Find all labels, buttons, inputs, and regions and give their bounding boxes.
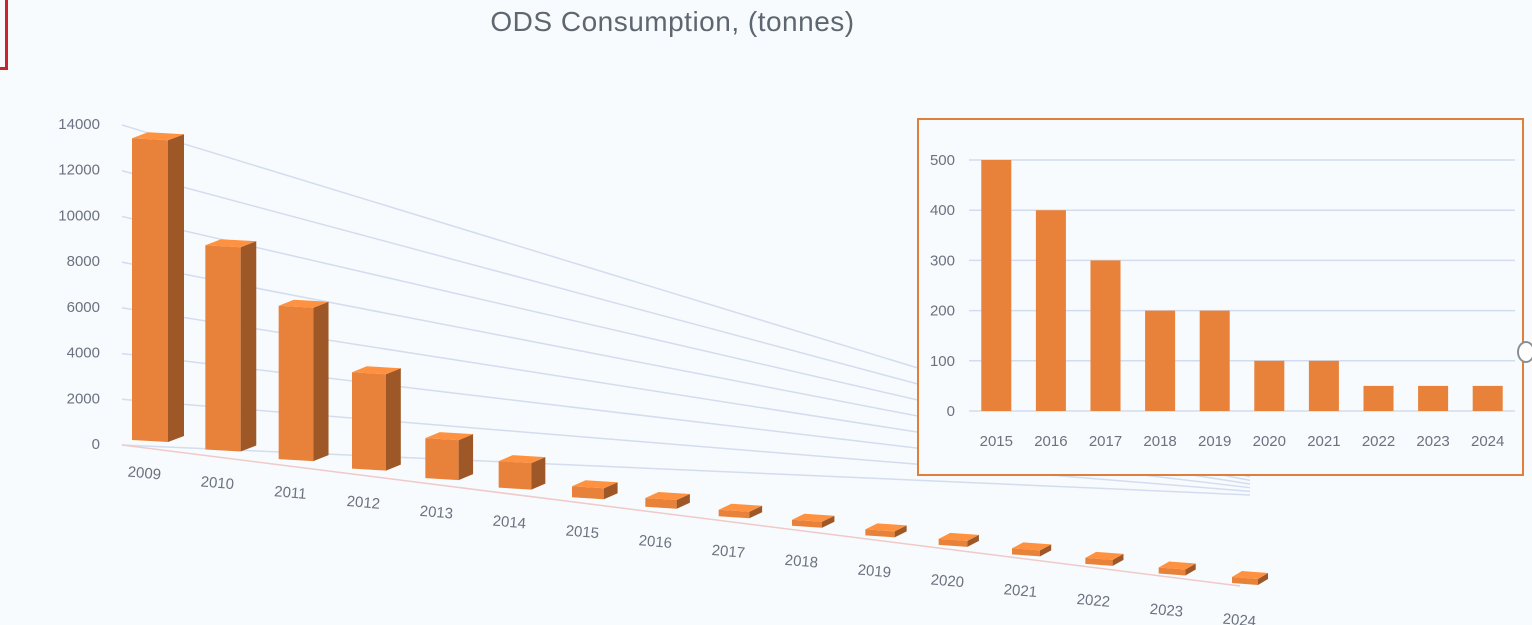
inset-ytick-0: 0 [947, 403, 955, 420]
inset-bar-2023 [1418, 385, 1449, 411]
main-xtick-2017: 2017 [711, 542, 746, 562]
inset-y-axis: 0 100 200 300 400 500 [930, 152, 955, 420]
inset-bar-2017 [1090, 260, 1121, 411]
main-ytick-0: 0 [92, 436, 100, 453]
inset-bar-2015 [981, 160, 1012, 411]
inset-bar-2016 [1035, 210, 1066, 411]
inset-ytick-300: 300 [930, 252, 955, 269]
resize-handle[interactable] [1517, 341, 1532, 363]
inset-xtick-2019: 2019 [1198, 433, 1231, 450]
bar-2012 [352, 366, 401, 471]
main-ytick-4000: 4000 [67, 345, 100, 362]
bar-2020 [938, 532, 979, 547]
inset-xtick-2024: 2024 [1471, 433, 1504, 450]
bar-2017 [718, 503, 763, 519]
bar-2018 [792, 513, 835, 528]
bar-2023 [1158, 561, 1196, 576]
main-ytick-6000: 6000 [67, 299, 100, 316]
bar-2019 [865, 523, 907, 538]
inset-bar-2019 [1199, 310, 1230, 411]
inset-bar-2020 [1254, 360, 1285, 411]
main-xtick-2014: 2014 [492, 513, 527, 533]
bar-2009 [132, 132, 184, 443]
main-floor-line [121, 444, 1241, 587]
main-xtick-2009: 2009 [127, 464, 162, 484]
main-ytick-8000: 8000 [67, 253, 100, 270]
bar-2013 [425, 432, 474, 481]
main-xtick-2023: 2023 [1149, 601, 1184, 621]
main-xtick-2016: 2016 [638, 532, 673, 552]
inset-chart-frame[interactable]: 0 100 200 300 400 500 2015 2016 2017 2018 2019 202… [917, 118, 1524, 476]
inset-xtick-2015: 2015 [980, 433, 1013, 450]
inset-xtick-2016: 2016 [1034, 433, 1067, 450]
main-xtick-2019: 2019 [857, 562, 892, 582]
inset-bar-2021 [1308, 360, 1339, 411]
bar-2024 [1232, 571, 1268, 585]
inset-xtick-2017: 2017 [1089, 433, 1122, 450]
bar-2015 [572, 480, 618, 500]
bar-2022 [1085, 551, 1124, 566]
inset-ytick-100: 100 [930, 353, 955, 370]
bar-2011 [278, 299, 329, 462]
main-ytick-12000: 12000 [58, 162, 100, 179]
inset-ytick-500: 500 [930, 152, 955, 169]
main-xtick-2022: 2022 [1076, 591, 1111, 611]
inset-xtick-2020: 2020 [1253, 433, 1286, 450]
main-xtick-2010: 2010 [200, 473, 235, 493]
main-xtick-2013: 2013 [419, 503, 454, 523]
bar-2016 [645, 492, 690, 509]
main-xtick-2021: 2021 [1003, 581, 1038, 601]
main-x-axis: 2009 2010 2011 2012 2013 2014 2015 2016 2017 2018… [127, 464, 1257, 625]
inset-bars [981, 160, 1503, 411]
inset-ytick-200: 200 [930, 303, 955, 320]
inset-bar-2024 [1472, 385, 1503, 411]
inset-xtick-2022: 2022 [1362, 433, 1395, 450]
bar-2010 [205, 239, 257, 452]
inset-chart: 0 100 200 300 400 500 2015 2016 2017 2018 2019 202… [930, 152, 1515, 450]
inset-xtick-2021: 2021 [1307, 433, 1340, 450]
main-xtick-2020: 2020 [930, 571, 965, 591]
chart-title: ODS Consumption, (tonnes) [490, 6, 855, 37]
bar-2014 [498, 455, 546, 490]
inset-xtick-2023: 2023 [1416, 433, 1449, 450]
main-bars [132, 132, 1268, 585]
inset-bar-2018 [1145, 310, 1176, 411]
main-ytick-2000: 2000 [67, 390, 100, 407]
main-xtick-2018: 2018 [784, 552, 819, 572]
main-ytick-10000: 10000 [58, 207, 100, 224]
inset-xtick-2018: 2018 [1143, 433, 1176, 450]
main-xtick-2011: 2011 [274, 483, 308, 503]
main-y-axis: 0 2000 4000 6000 8000 10000 12000 14000 [58, 116, 100, 453]
main-ytick-14000: 14000 [58, 116, 100, 133]
main-xtick-2012: 2012 [346, 493, 381, 513]
selection-marker [0, 0, 8, 70]
inset-ytick-400: 400 [930, 202, 955, 219]
inset-bar-2022 [1363, 385, 1394, 411]
inset-x-axis: 2015 2016 2017 2018 2019 2020 2021 2022 2023 2024 [980, 433, 1505, 450]
main-xtick-2024: 2024 [1222, 611, 1257, 625]
main-xtick-2015: 2015 [565, 522, 600, 542]
bar-2021 [1012, 542, 1052, 557]
